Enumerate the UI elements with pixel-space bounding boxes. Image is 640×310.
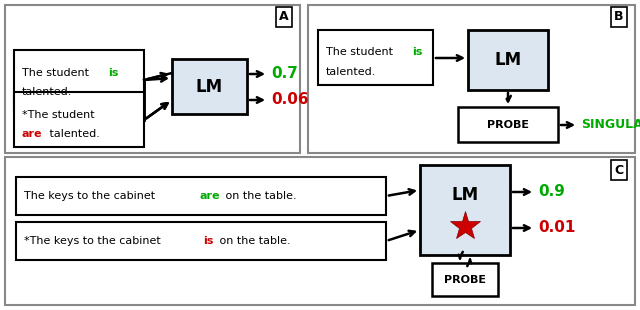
- Bar: [14, 50, 144, 110]
- Text: on the table.: on the table.: [216, 236, 291, 246]
- Text: PROBE: PROBE: [487, 120, 529, 130]
- Text: is: is: [203, 236, 213, 246]
- Text: talented.: talented.: [22, 87, 72, 97]
- Bar: [468, 30, 548, 90]
- Bar: [308, 5, 635, 153]
- Text: C: C: [614, 163, 623, 176]
- Bar: [16, 222, 386, 260]
- Text: 0.9: 0.9: [538, 184, 565, 200]
- Text: The keys to the cabinet: The keys to the cabinet: [24, 191, 159, 201]
- Text: are: are: [200, 191, 221, 201]
- Text: B: B: [614, 11, 624, 24]
- Text: LM: LM: [451, 186, 479, 204]
- Text: The student: The student: [326, 47, 397, 57]
- Text: The student: The student: [22, 68, 93, 78]
- Bar: [5, 5, 300, 153]
- Text: are: are: [22, 129, 42, 139]
- Bar: [16, 177, 386, 215]
- Text: *The student: *The student: [22, 110, 95, 120]
- Text: *The keys to the cabinet: *The keys to the cabinet: [24, 236, 164, 246]
- Text: SINGULAR: SINGULAR: [581, 118, 640, 131]
- Text: A: A: [279, 11, 289, 24]
- Bar: [172, 59, 247, 114]
- Text: is: is: [412, 47, 422, 57]
- Bar: [318, 30, 433, 85]
- Bar: [420, 165, 510, 255]
- Bar: [5, 157, 635, 305]
- Text: 0.7: 0.7: [271, 67, 298, 82]
- Text: is: is: [108, 68, 118, 78]
- Text: 0.06: 0.06: [271, 92, 308, 108]
- Text: talented.: talented.: [326, 67, 376, 77]
- Text: on the table.: on the table.: [222, 191, 296, 201]
- Text: 0.01: 0.01: [538, 220, 575, 236]
- Bar: [458, 107, 558, 142]
- Bar: [14, 92, 144, 147]
- Text: talented.: talented.: [46, 129, 100, 139]
- Text: LM: LM: [495, 51, 522, 69]
- Bar: [432, 263, 498, 296]
- Text: PROBE: PROBE: [444, 275, 486, 285]
- Text: LM: LM: [195, 78, 223, 96]
